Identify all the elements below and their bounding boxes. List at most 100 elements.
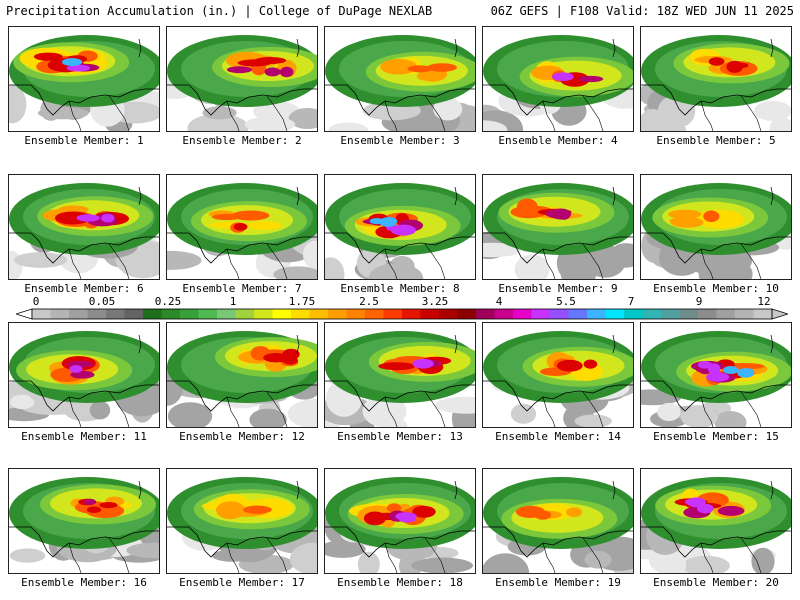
precip-map xyxy=(9,323,159,427)
precip-map xyxy=(325,175,475,279)
us-mexico-border-line xyxy=(483,380,633,412)
precip-map xyxy=(167,469,317,573)
precip-map xyxy=(9,27,159,131)
precip-core xyxy=(717,505,745,516)
light-precip-area xyxy=(212,549,253,562)
light-precip-area xyxy=(126,542,159,559)
precip-core xyxy=(695,209,744,229)
ensemble-member-panel xyxy=(166,322,318,428)
lake-outline xyxy=(612,186,616,206)
colorbar-swatch xyxy=(420,309,440,319)
colorbar-swatch xyxy=(254,309,273,319)
coastline xyxy=(700,391,762,427)
precip-map xyxy=(9,469,159,573)
ensemble-member-caption: Ensemble Member: 18 xyxy=(337,576,463,589)
ensemble-member-caption: Ensemble Member: 14 xyxy=(495,430,621,443)
ensemble-member-caption: Ensemble Member: 16 xyxy=(21,576,147,589)
light-precip-area xyxy=(167,402,213,427)
light-precip-area xyxy=(303,240,317,269)
ensemble-member-panel xyxy=(640,322,792,428)
colorbar-swatch xyxy=(679,309,699,319)
lake-outline xyxy=(138,334,142,354)
precip-core xyxy=(534,510,552,520)
lake-outline xyxy=(770,334,774,354)
colorbar-swatch xyxy=(272,309,292,319)
ensemble-member-caption: Ensemble Member: 8 xyxy=(340,282,460,295)
precip-core xyxy=(396,512,414,521)
ensemble-member-panel xyxy=(640,26,792,132)
precip-map xyxy=(325,323,475,427)
ensemble-member-caption: Ensemble Member: 1 xyxy=(24,134,144,147)
coastline xyxy=(542,95,604,131)
ensemble-member-panel xyxy=(482,26,634,132)
colorbar-swatch xyxy=(568,309,588,319)
map-title: Precipitation Accumulation (in.) | Colle… xyxy=(6,4,433,18)
ensemble-member-panel xyxy=(8,26,160,132)
ensemble-member-caption: Ensemble Member: 12 xyxy=(179,430,305,443)
precip-core xyxy=(231,210,270,221)
precip-core xyxy=(233,223,248,231)
precip-core xyxy=(363,511,386,526)
lake-outline xyxy=(454,334,458,354)
us-mexico-border-line xyxy=(641,526,791,558)
light-precip-area xyxy=(657,402,681,422)
us-mexico-border-line xyxy=(167,84,317,116)
coastline xyxy=(700,243,762,279)
precip-core xyxy=(552,72,574,81)
lake-outline xyxy=(296,38,300,58)
coastline xyxy=(68,243,130,279)
precip-core xyxy=(566,507,583,517)
light-precip-area xyxy=(244,116,296,131)
coastline xyxy=(384,243,446,279)
lake-outline xyxy=(454,38,458,58)
lake-outline xyxy=(770,186,774,206)
precip-core xyxy=(243,505,272,514)
light-precip-area xyxy=(10,394,35,410)
colorbar-tick-label: 1.75 xyxy=(288,295,316,308)
ensemble-member-panel xyxy=(640,174,792,280)
light-precip-area xyxy=(510,403,537,424)
us-mexico-border-line xyxy=(325,526,475,558)
precip-core xyxy=(737,368,755,378)
precip-map xyxy=(483,323,633,427)
lake-outline xyxy=(454,480,458,500)
lake-outline xyxy=(138,480,142,500)
light-precip-area xyxy=(328,122,368,131)
us-mexico-border-line xyxy=(641,232,791,264)
precip-core xyxy=(86,506,102,513)
lake-outline xyxy=(454,186,458,206)
precip-core xyxy=(703,210,720,223)
us-mexico-border-line xyxy=(9,232,159,264)
ensemble-member-caption: Ensemble Member: 11 xyxy=(21,430,147,443)
light-precip-area xyxy=(167,250,202,270)
coastline xyxy=(700,95,762,131)
precip-core xyxy=(380,58,417,75)
colorbar-swatch xyxy=(217,309,236,319)
ensemble-member-panel xyxy=(166,468,318,574)
light-precip-area xyxy=(253,100,300,122)
ensemble-member-caption: Ensemble Member: 2 xyxy=(182,134,302,147)
colorbar-tick-label: 2.5 xyxy=(359,295,379,308)
ensemble-member-caption: Ensemble Member: 7 xyxy=(182,282,302,295)
light-precip-area xyxy=(288,108,317,129)
colorbar-swatch xyxy=(661,309,680,319)
light-precip-area xyxy=(89,400,111,420)
us-mexico-border-line xyxy=(483,526,633,558)
lake-outline xyxy=(296,334,300,354)
colorbar-swatch xyxy=(346,309,366,319)
precip-core xyxy=(226,66,253,74)
precip-core xyxy=(668,209,702,219)
precip-core xyxy=(69,365,83,373)
us-mexico-border-line xyxy=(9,380,159,412)
colorbar-swatch xyxy=(513,309,532,319)
light-precip-area xyxy=(9,85,27,124)
us-mexico-border-line xyxy=(483,84,633,116)
precip-core xyxy=(390,224,416,236)
ensemble-member-caption: Ensemble Member: 6 xyxy=(24,282,144,295)
precip-map xyxy=(641,323,791,427)
us-mexico-border-line xyxy=(641,84,791,116)
light-precip-area xyxy=(325,257,345,279)
precip-core xyxy=(216,501,245,520)
coastline xyxy=(384,391,446,427)
light-precip-area xyxy=(753,100,791,121)
